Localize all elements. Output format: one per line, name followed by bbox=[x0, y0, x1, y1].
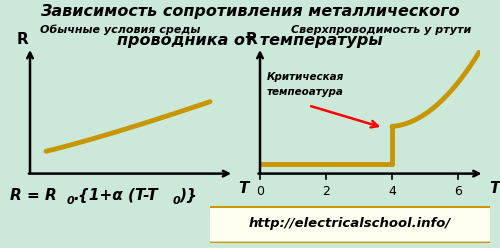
Text: 2: 2 bbox=[322, 185, 330, 198]
Text: Критическая: Критическая bbox=[266, 72, 344, 82]
Text: )}: )} bbox=[179, 188, 197, 203]
Text: http://electricalschool.info/: http://electricalschool.info/ bbox=[249, 217, 451, 230]
Text: {1+α (T-T: {1+α (T-T bbox=[78, 188, 157, 203]
FancyBboxPatch shape bbox=[199, 207, 498, 243]
Text: 6: 6 bbox=[454, 185, 462, 198]
Text: темпеоатура: темпеоатура bbox=[266, 87, 344, 97]
Text: R: R bbox=[16, 32, 28, 47]
Text: T: T bbox=[238, 181, 248, 196]
Text: 0: 0 bbox=[66, 196, 74, 206]
Text: Обычные условия среды: Обычные условия среды bbox=[40, 24, 200, 35]
Text: 0: 0 bbox=[172, 196, 180, 206]
Text: R: R bbox=[246, 32, 257, 47]
Text: проводника от температуры: проводника от температуры bbox=[117, 33, 383, 48]
Text: Зависимость сопротивления металлического: Зависимость сопротивления металлического bbox=[40, 4, 460, 19]
Text: 4: 4 bbox=[388, 185, 396, 198]
Text: .: . bbox=[73, 188, 79, 203]
Text: R = R: R = R bbox=[10, 188, 57, 203]
Text: Сверхпроводимость у ртути: Сверхпроводимость у ртути bbox=[291, 25, 471, 35]
Text: T: T bbox=[489, 181, 499, 196]
Text: 0: 0 bbox=[256, 185, 264, 198]
